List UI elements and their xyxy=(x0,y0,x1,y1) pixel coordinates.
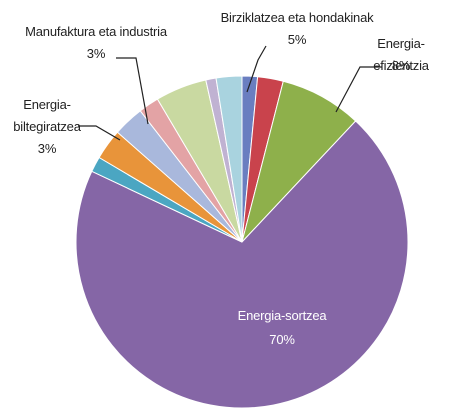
slice-value-label: 70% xyxy=(269,332,295,347)
pie-slice xyxy=(75,120,409,409)
slice-label: Energia-sortzea xyxy=(237,308,327,323)
pie-slice xyxy=(215,75,243,243)
leader-line xyxy=(78,125,121,141)
leader-line xyxy=(116,57,149,125)
slice-label: Energia- biltegiratzea xyxy=(13,97,81,134)
slice-label: Birziklatzea eta hondakinak xyxy=(220,10,374,25)
slice-label: Energia-efizientzia xyxy=(373,36,429,73)
leader-line xyxy=(335,66,382,113)
slice-value-label: 3% xyxy=(86,46,106,61)
slice-value-label: 8% xyxy=(391,58,411,73)
slices xyxy=(75,75,409,409)
slice-value-label: 5% xyxy=(287,32,307,47)
slice-label: Manufaktura eta industria xyxy=(25,24,167,39)
leader-line xyxy=(246,45,267,93)
slice-value-label: 3% xyxy=(37,141,57,156)
